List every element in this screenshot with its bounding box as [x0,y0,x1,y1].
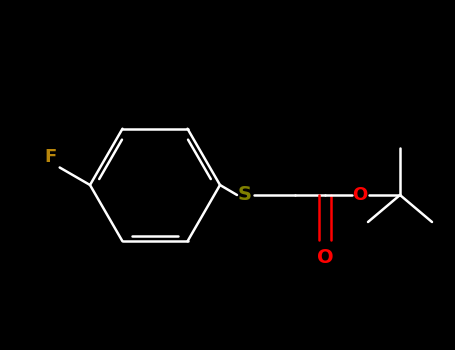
Text: F: F [45,147,57,166]
Text: O: O [352,186,368,204]
Text: S: S [238,186,252,204]
Text: O: O [317,248,334,267]
